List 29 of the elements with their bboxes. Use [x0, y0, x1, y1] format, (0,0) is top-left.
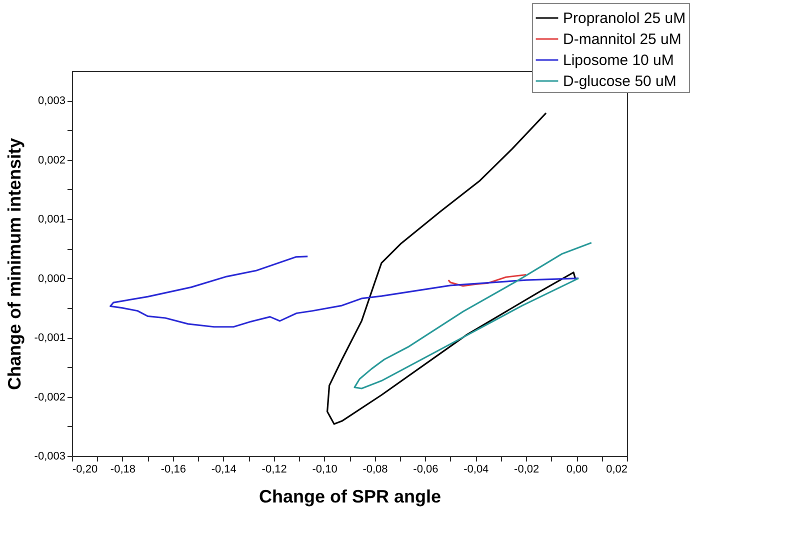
y-tick-label: -0,002 [34, 391, 66, 404]
line-series [354, 242, 592, 390]
x-tick-label: -0,06 [413, 464, 438, 476]
legend-label: Liposome 10 uM [563, 52, 674, 69]
x-tick-label: -0,02 [514, 464, 540, 476]
line-series [448, 274, 527, 287]
x-tick-label: -0,14 [211, 464, 236, 476]
y-tick-label: 0,000 [38, 272, 66, 285]
x-tick-label: -0,18 [110, 464, 136, 476]
x-tick-label: -0,08 [362, 464, 388, 476]
x-tick-label: -0,04 [464, 464, 489, 476]
x-tick-label: 0,02 [606, 464, 628, 476]
x-tick-label: -0,10 [312, 464, 338, 476]
y-tick-label: 0,003 [38, 95, 66, 108]
y-tick-label: 0,001 [38, 214, 66, 226]
x-tick-label: -0,12 [262, 464, 287, 476]
y-tick-label: 0,002 [38, 154, 66, 166]
y-tick-label: -0,001 [34, 332, 66, 344]
legend-label: D-mannitol 25 uM [563, 31, 682, 48]
y-axis-title: Change of minimum intensity [4, 138, 24, 390]
line-series [326, 112, 576, 425]
x-axis-title: Change of SPR angle [258, 486, 442, 506]
y-tick-label: -0,003 [34, 450, 66, 462]
x-tick-label: -0,20 [72, 464, 98, 476]
line-series [110, 256, 580, 328]
x-tick-label: 0,00 [566, 464, 588, 476]
legend-label: D-glucose 50 uM [563, 73, 676, 90]
legend-label: Propranolol 25 uM [563, 10, 686, 27]
x-tick-label: -0,16 [160, 464, 186, 476]
